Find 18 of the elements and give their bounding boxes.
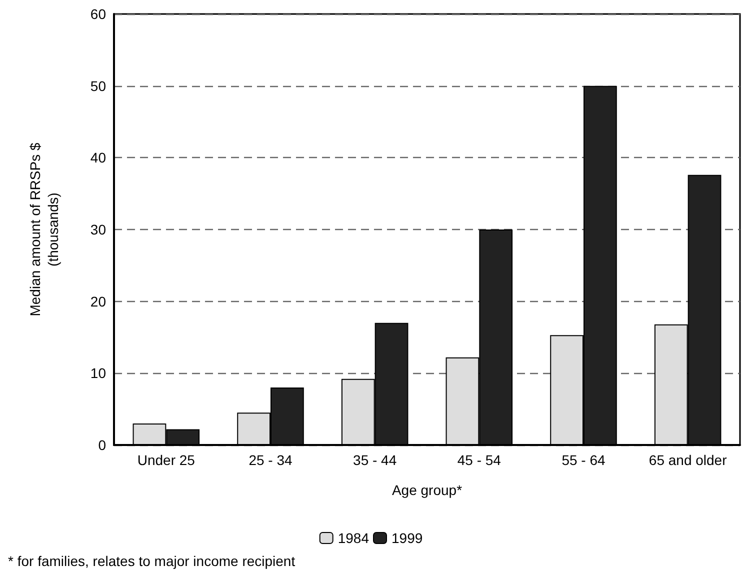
y-tick-label: 40 [90, 150, 106, 166]
x-tick-label: 35 - 44 [353, 452, 397, 468]
x-tick-label: 65 and older [648, 452, 728, 468]
x-tick-label: 55 - 64 [562, 452, 606, 468]
text: * for families, relates to major income recipient [8, 553, 296, 569]
y-tick-label: 30 [90, 222, 106, 238]
y-axis-title: Median amount of RRSPs $ (thousands) [27, 142, 61, 316]
legend-label: 1984 [338, 530, 370, 546]
legend-label: 1999 [392, 530, 423, 546]
y-tick-label: 50 [90, 78, 106, 94]
x-axis-title: Age group* [392, 482, 463, 498]
y-tick-label: 0 [98, 437, 106, 453]
y-tick-label: 20 [90, 293, 106, 310]
y-tick-label: 10 [90, 365, 106, 382]
y-tick-label: 60 [90, 6, 106, 22]
x-tick-label: Under 25 [137, 452, 196, 468]
x-tick-label: 45 - 54 [457, 452, 502, 468]
x-tick-label: 25 - 34 [248, 452, 293, 468]
